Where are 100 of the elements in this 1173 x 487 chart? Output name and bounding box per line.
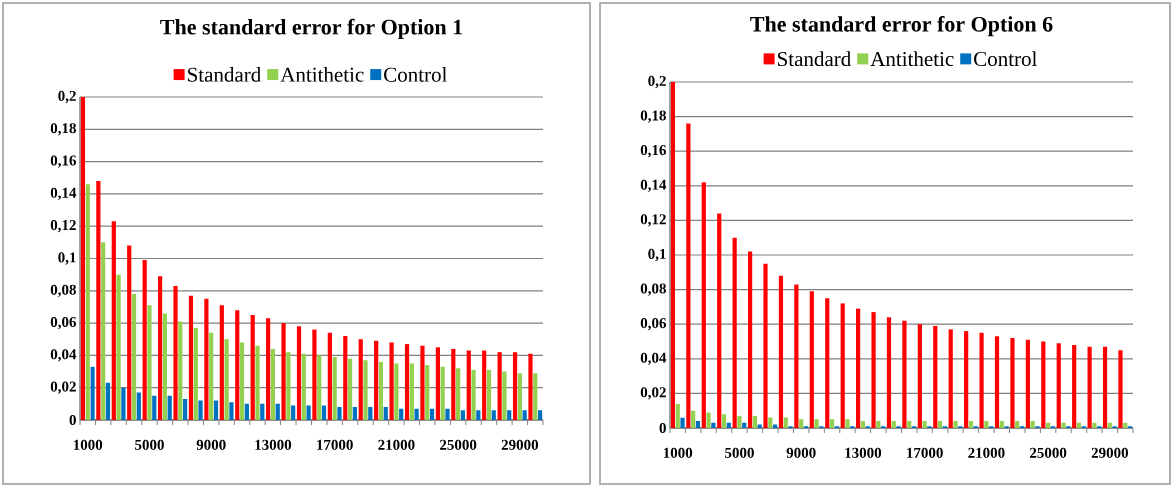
bar [701, 182, 706, 428]
bar [471, 369, 476, 420]
bar [460, 410, 466, 420]
bar [507, 410, 512, 420]
bar [964, 331, 969, 428]
bar [321, 405, 327, 420]
bar [1025, 339, 1030, 428]
bar [343, 336, 348, 420]
bar [979, 332, 984, 428]
bar [1015, 421, 1020, 428]
bar [142, 260, 147, 420]
x-tick-label: 29000 [1091, 447, 1129, 458]
bar [188, 295, 194, 420]
y-tick-label: 0,1 [648, 248, 666, 262]
x-tick-label: 25000 [440, 439, 477, 450]
bar [860, 421, 866, 428]
bar [486, 369, 492, 420]
bar [414, 408, 419, 420]
bar [902, 320, 907, 428]
bar [726, 422, 731, 428]
bar [209, 332, 214, 420]
bar [327, 332, 332, 420]
bar [763, 263, 768, 428]
legend-label: Antithetic [280, 67, 364, 82]
bar [502, 371, 507, 420]
bar [466, 350, 471, 420]
bar [136, 392, 141, 420]
bar [737, 415, 742, 428]
legend-label: Control [384, 67, 447, 82]
legend-label: Control [974, 51, 1037, 67]
bar [440, 366, 445, 420]
bar [721, 414, 727, 428]
bar [783, 417, 788, 428]
bar [204, 298, 209, 420]
bar [451, 348, 456, 420]
bar [711, 422, 716, 428]
bar [891, 421, 896, 428]
bar [198, 400, 203, 420]
bar [706, 412, 711, 428]
x-tick-label: 17000 [907, 447, 943, 458]
bar [383, 407, 388, 420]
bar [347, 358, 353, 420]
y-tick-label: 0,02 [640, 387, 666, 400]
bar [799, 419, 804, 428]
bar [1072, 344, 1077, 428]
bar [1107, 422, 1112, 428]
bar [183, 398, 188, 420]
bar [374, 340, 379, 420]
x-tick-label: 5000 [725, 447, 754, 458]
y-tick-label: 0,12 [50, 220, 76, 233]
bar [768, 417, 773, 428]
bar [332, 357, 337, 420]
bar [291, 405, 296, 420]
y-tick-label: 0,2 [58, 90, 76, 104]
bar [420, 345, 425, 420]
bar [680, 417, 685, 428]
x-tick-label: 1000 [73, 439, 103, 450]
bar [239, 342, 245, 420]
bar [999, 421, 1004, 428]
bar [270, 348, 276, 420]
bar [742, 422, 747, 428]
y-tick-label: 0,06 [50, 316, 77, 330]
chart-title: The standard error for Option 6 [750, 15, 1053, 37]
bar [691, 410, 696, 428]
bar [1010, 338, 1015, 428]
bar [229, 402, 234, 420]
bar [127, 245, 132, 420]
bar [409, 363, 414, 420]
bar [752, 415, 757, 428]
bar [937, 421, 943, 428]
bar [158, 276, 163, 420]
bar [250, 315, 255, 420]
bar [296, 326, 302, 420]
y-tick-label: 0,1 [58, 252, 76, 265]
bar [856, 308, 861, 428]
bar [173, 285, 178, 420]
y-tick-label: 0,14 [50, 187, 77, 201]
bar [193, 327, 198, 420]
bar [286, 352, 291, 420]
bar [337, 407, 342, 420]
y-tick-label: 0,16 [640, 145, 667, 158]
bar [235, 310, 240, 420]
bar [1061, 422, 1066, 428]
bar [352, 407, 357, 420]
bar [825, 298, 830, 428]
bar [121, 387, 126, 420]
bar [1041, 341, 1046, 428]
bar [922, 421, 927, 428]
bar [152, 395, 157, 420]
bar [933, 325, 938, 428]
bar [85, 184, 90, 420]
bar [876, 421, 881, 428]
bar [399, 408, 404, 420]
x-tick-label: 13000 [255, 439, 292, 450]
bar [358, 339, 363, 420]
bar [312, 329, 317, 420]
x-tick-label: 1000 [663, 447, 693, 458]
bar [537, 410, 543, 420]
bar [394, 363, 399, 420]
bar [116, 274, 121, 420]
